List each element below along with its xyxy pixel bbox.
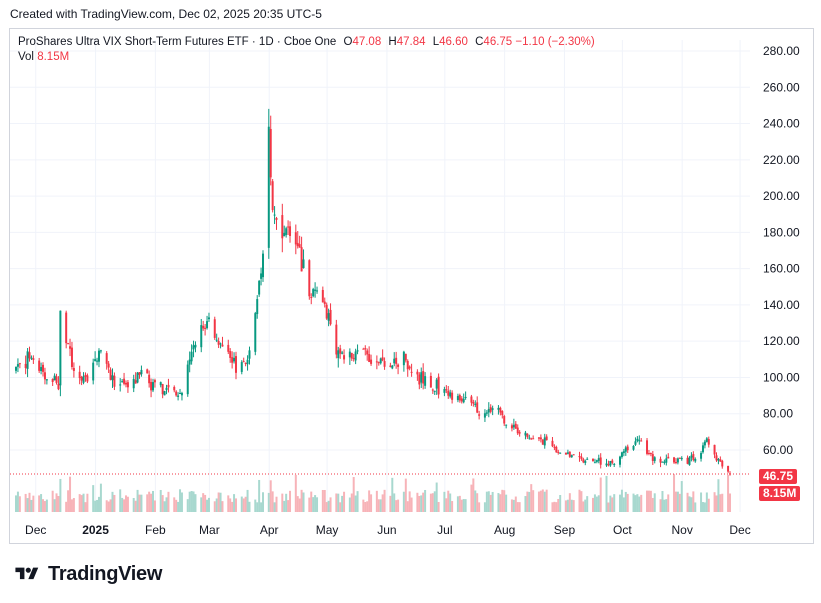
high-label: H [388, 36, 397, 48]
close-value: 46.75 [483, 36, 513, 48]
last-price-badge: 46.75 [759, 469, 798, 484]
high-value: 47.84 [396, 36, 426, 48]
last-volume-badge: 8.15M [759, 486, 801, 501]
legend-row-volume: Vol 8.15M [18, 51, 595, 63]
legend-row-ohlc: ProShares Ultra VIX Short-Term Futures E… [18, 36, 595, 48]
tradingview-logo[interactable]: TradingView [12, 563, 162, 585]
tradingview-logo-icon [15, 567, 39, 580]
volume-label: Vol [18, 51, 34, 63]
open-value: 47.08 [352, 36, 382, 48]
chart-legend: ProShares Ultra VIX Short-Term Futures E… [18, 36, 595, 63]
close-label: C [475, 36, 484, 48]
chart-caption: Created with TradingView.com, Dec 02, 20… [10, 7, 322, 21]
low-value: 46.60 [439, 36, 468, 48]
chart-frame[interactable] [9, 28, 814, 544]
change-value: −1.10 (−2.30%) [515, 36, 595, 48]
symbol-title: ProShares Ultra VIX Short-Term Futures E… [18, 36, 337, 48]
volume-value: 8.15M [37, 51, 70, 63]
low-label: L [432, 36, 440, 48]
tradingview-logo-text: TradingView [48, 562, 163, 585]
open-label: O [343, 36, 353, 48]
